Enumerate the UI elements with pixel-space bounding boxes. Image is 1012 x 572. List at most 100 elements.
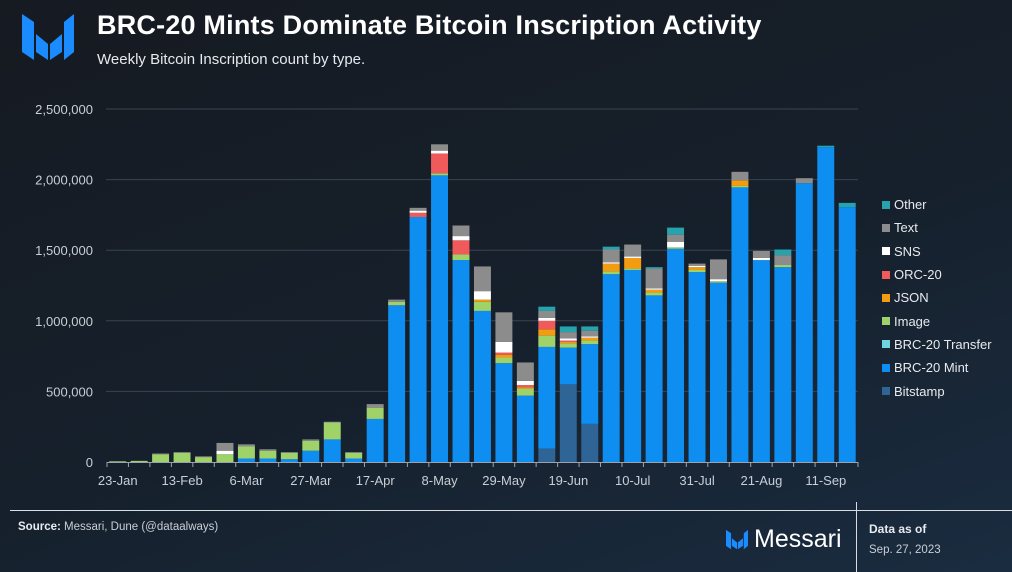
legend-label: Text [894, 220, 918, 236]
bar-segment-brc-20-mint [280, 459, 298, 462]
bar-segment-bitstamp [538, 448, 556, 462]
bar-segment-image [345, 452, 363, 459]
bar-segment-text [409, 207, 427, 211]
bar-segment-sns [559, 338, 577, 341]
chart-title: BRC-20 Mints Dominate Bitcoin Inscriptio… [97, 10, 762, 40]
legend-item: BRC-20 Mint [882, 356, 992, 379]
bar-segment-sns [581, 336, 599, 338]
brand-name: Messari [754, 525, 842, 553]
bar-segment-sns [710, 279, 727, 282]
bar-segment-text [388, 299, 406, 302]
bar-segment-text [302, 439, 320, 441]
bar-segment-image [173, 452, 191, 462]
y-tick-label: 1,500,000 [35, 243, 93, 258]
legend-item: JSON [882, 286, 992, 309]
legend-swatch [882, 200, 890, 209]
bar-segment-text [688, 263, 706, 266]
bar-segment-image [495, 357, 513, 364]
bar-segment-orc-20 [538, 320, 556, 330]
bar-segment-brc-20-mint [752, 260, 770, 462]
bar-segment-brc-20-mint [237, 458, 255, 462]
bar-segment-sns [495, 341, 513, 353]
bar-segment-brc-20-mint [602, 274, 620, 462]
bar-segment-other [602, 246, 620, 250]
x-tick-label: 31-Jul [679, 473, 715, 488]
bar-segment-text [645, 268, 663, 289]
legend-item: Text [882, 216, 992, 239]
bar-segment-json [581, 337, 599, 341]
bar-segment-json [602, 263, 620, 272]
bar-segment-text [431, 144, 449, 151]
bar-segment-brc-20-mint [452, 260, 470, 462]
x-tick-label: 10-Jul [615, 473, 651, 488]
bar-segment-other [838, 202, 856, 208]
bar-segment-image [624, 268, 642, 270]
bar-segment-image [516, 388, 534, 396]
bar-segment-image [581, 340, 599, 345]
source-label: Source: [18, 521, 61, 533]
bar-segment-image [280, 452, 298, 460]
legend-swatch [882, 340, 890, 349]
bar-segment-image [602, 271, 620, 275]
bar-segment-image [237, 446, 255, 459]
bar-segment-image [452, 254, 470, 261]
footer-vertical-divider [856, 502, 857, 572]
bar-segment-brc-20-mint [473, 310, 491, 462]
legend-label: Image [894, 313, 931, 329]
bar-segment-image [195, 457, 212, 462]
bar-segment-other [817, 145, 835, 148]
bar-segment-json [473, 299, 491, 302]
bar-segment-json [688, 267, 706, 270]
bar-segment-image [431, 173, 449, 176]
bar-segment-brc-20-mint [302, 450, 320, 462]
bar-segment-json [731, 180, 749, 186]
bar-segment-sns [602, 262, 620, 264]
bar-segment-sns [752, 257, 770, 261]
legend-label: SNS [894, 243, 921, 259]
bar-segment-orc-20 [452, 240, 470, 255]
bar-segment-brc-20-mint [688, 272, 706, 462]
bar-segment-bitstamp [559, 384, 577, 462]
bar-segment-image [130, 460, 148, 462]
y-tick-label: 2,000,000 [35, 173, 93, 188]
bar-segment-orc-20 [495, 352, 513, 355]
bar-segment-json [645, 289, 663, 293]
bar-segment-text [452, 225, 470, 237]
brand: Messari [726, 525, 842, 554]
bar-segment-brc-20-mint [795, 183, 813, 462]
legend-item: SNS [882, 240, 992, 263]
bar-segment-text [195, 456, 212, 458]
legend-label: BRC-20 Transfer [894, 336, 992, 352]
bar-segment-text [473, 266, 491, 292]
bar-segment-other [581, 326, 599, 331]
legend-label: BRC-20 Mint [894, 360, 969, 376]
bar-segment-json [624, 257, 642, 269]
bar-segment-json [495, 354, 513, 358]
bar-segment-image [109, 461, 127, 463]
data-as-of-label: Data as of [869, 522, 927, 536]
legend-swatch [882, 270, 890, 279]
bar-segment-brc-20-mint [624, 269, 642, 462]
bar-segment-text [216, 442, 234, 451]
bar-segment-image [388, 301, 406, 306]
bar-segment-brc-20-mint [259, 458, 277, 462]
data-as-of-date: Sep. 27, 2023 [869, 544, 941, 556]
legend: Other Text SNS ORC-20 JSON Image BRC-20 Transf… [882, 193, 992, 403]
bar-segment-brc-20-mint [409, 217, 427, 462]
bar-segment-image [731, 185, 749, 188]
legend-swatch [882, 223, 890, 232]
y-tick-label: 2,500,000 [35, 102, 93, 117]
bar-segment-orc-20 [559, 340, 577, 342]
bar-segment-text [624, 244, 642, 257]
legend-label: Bitstamp [894, 383, 945, 399]
bar-segment-text [538, 310, 556, 318]
bar-segment-sns [431, 150, 449, 154]
legend-label: JSON [894, 290, 929, 306]
bar-segment-brc-20-mint [345, 458, 363, 462]
bar-segment-orc-20 [431, 153, 449, 174]
bar-segment-other [774, 249, 792, 256]
bar-segment-bitstamp [581, 423, 599, 462]
bar-segment-text [559, 332, 577, 339]
bar-segment-text [516, 362, 534, 381]
bar-segment-brc-20-mint [431, 175, 449, 462]
